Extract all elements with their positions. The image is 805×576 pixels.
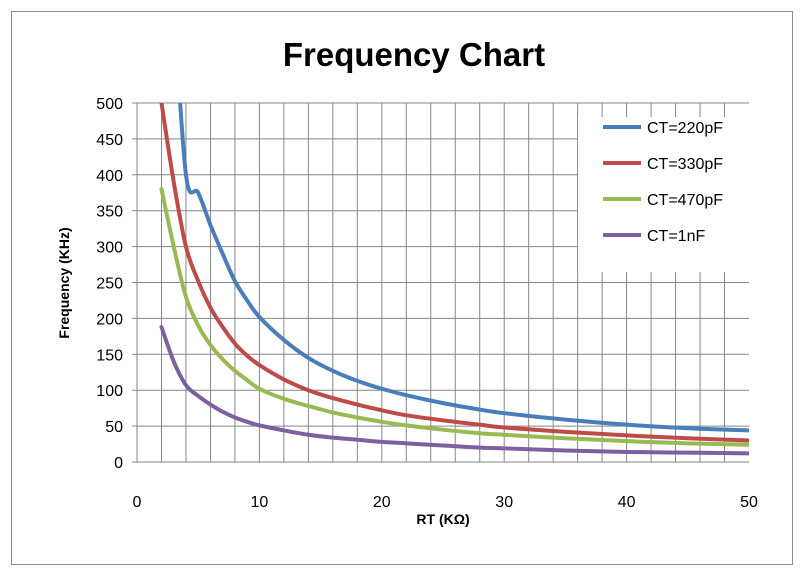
legend-label: CT=470pF bbox=[647, 192, 723, 209]
x-tick-label: 50 bbox=[740, 494, 758, 511]
chart-title: Frequency Chart bbox=[283, 36, 545, 73]
y-tick-label: 250 bbox=[96, 276, 123, 293]
chart-border bbox=[11, 11, 793, 565]
legend-label: CT=220pF bbox=[647, 120, 723, 137]
legend-label: CT=1nF bbox=[647, 228, 705, 245]
legend: CT=220pF CT=330pF CT=470pF CT=1nF bbox=[578, 117, 749, 272]
y-axis-title: Frequency (KHz) bbox=[56, 227, 72, 338]
series-line-3 bbox=[159, 187, 749, 447]
x-tick-label: 10 bbox=[251, 494, 269, 511]
series-lines bbox=[159, 103, 749, 456]
y-tick-label: 100 bbox=[96, 383, 123, 400]
x-tick-label: 0 bbox=[133, 494, 142, 511]
y-axis-tick-labels: 0 50 100 150 200 250 300 350 400 450 500 bbox=[96, 96, 123, 472]
y-tick-label: 450 bbox=[96, 132, 123, 149]
y-tick-label: 400 bbox=[96, 168, 123, 185]
series-line-1 bbox=[178, 103, 749, 433]
x-axis-title: RT (KΩ) bbox=[416, 511, 469, 527]
legend-box bbox=[578, 117, 749, 272]
legend-label: CT=330pF bbox=[647, 156, 723, 173]
y-tick-label: 350 bbox=[96, 204, 123, 221]
series-line-4 bbox=[159, 325, 749, 456]
x-tick-label: 20 bbox=[373, 494, 391, 511]
y-tick-label: 0 bbox=[114, 455, 123, 472]
y-tick-label: 150 bbox=[96, 347, 123, 364]
y-tick-label: 500 bbox=[96, 96, 123, 113]
x-axis-tick-labels: 0 10 20 30 40 50 bbox=[133, 494, 758, 511]
x-tick-label: 30 bbox=[495, 494, 513, 511]
axes bbox=[132, 102, 749, 463]
y-tick-label: 50 bbox=[105, 419, 123, 436]
y-tick-label: 300 bbox=[96, 240, 123, 257]
y-tick-label: 200 bbox=[96, 311, 123, 328]
x-tick-label: 40 bbox=[618, 494, 636, 511]
series-line-2 bbox=[159, 103, 749, 443]
